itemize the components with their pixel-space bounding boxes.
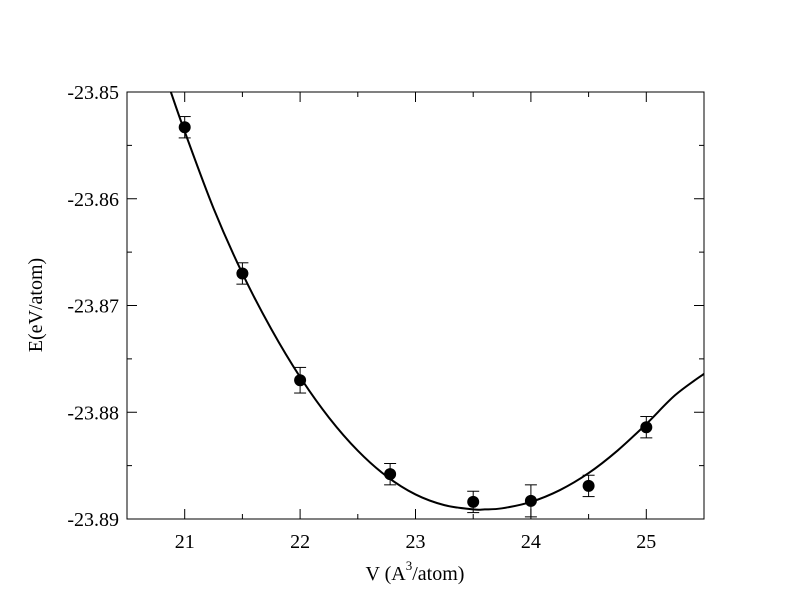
data-point (384, 468, 397, 481)
axis-ticks (126, 91, 705, 520)
x-axis-label: V (A3/atom) (366, 558, 465, 585)
fit-curve-layer (169, 91, 705, 511)
y-tick-label: -23.86 (67, 189, 119, 211)
data-point-group (640, 416, 653, 439)
y-axis-label: E(eV/atom) (25, 258, 47, 352)
plot-frame (126, 91, 705, 520)
y-tick-label: -23.87 (67, 296, 119, 318)
fit-curve (169, 91, 705, 511)
y-tick-label: -23.89 (67, 509, 119, 531)
x-tick-label: 22 (290, 531, 310, 553)
data-points-layer (178, 116, 653, 518)
data-point (582, 479, 595, 492)
data-point-group (236, 262, 249, 285)
x-tick-label: 23 (406, 531, 426, 553)
tick-labels: 21 22 23 24 25 -23.85 -23.86 -23.87 -23.88 -23.89 (67, 82, 656, 553)
data-point-group (178, 116, 191, 139)
x-axis-label-pre: V (A (366, 563, 407, 585)
x-tick-label: 25 (636, 531, 656, 553)
x-axis-label-sup: 3 (406, 558, 413, 573)
data-point-group (294, 366, 307, 394)
data-point (467, 495, 480, 508)
y-tick-label: -23.85 (67, 82, 119, 104)
data-point (524, 494, 537, 507)
data-point (640, 421, 653, 434)
x-axis-label-post: /atom) (412, 563, 464, 585)
x-tick-label: 21 (175, 531, 195, 553)
data-point-group (524, 484, 537, 518)
data-point-group (582, 474, 595, 498)
data-point-group (384, 462, 397, 486)
data-point-group (467, 490, 480, 514)
data-point (294, 374, 307, 387)
data-point (178, 121, 191, 134)
y-tick-label: -23.88 (67, 402, 119, 424)
x-tick-label: 24 (521, 531, 541, 553)
data-point (236, 267, 249, 280)
